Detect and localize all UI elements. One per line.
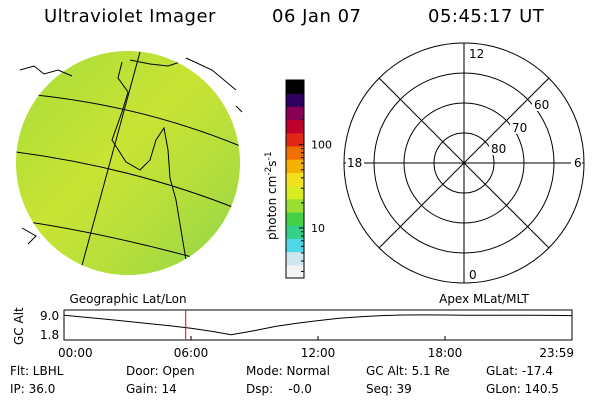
colorbar-tick-label: 10 xyxy=(311,222,325,235)
colorbar-segment xyxy=(286,185,304,200)
filter-readout: Flt: LBHL xyxy=(10,364,64,378)
time-readout: 05:45:17 UT xyxy=(428,6,545,27)
glat-readout: GLat: -17.4 xyxy=(486,364,553,378)
coastline-outer xyxy=(235,105,243,113)
colorbar-segment xyxy=(286,119,304,134)
mlt-label-0: 0 xyxy=(469,268,477,282)
colorbar-segment xyxy=(286,159,304,173)
y-axis-label: GC Alt xyxy=(12,307,26,345)
altitude-line xyxy=(63,314,573,336)
colorbar-unit-label: photon cm-2s-1 xyxy=(264,151,279,240)
colorbar-segment xyxy=(286,106,304,121)
colorbar-segment xyxy=(286,225,304,239)
colorbar-segment xyxy=(286,93,304,107)
longitude-line xyxy=(77,51,141,275)
mlt-label-12: 12 xyxy=(469,47,484,61)
coastline-outer xyxy=(19,65,73,77)
altitude-chart: GC Alt 9.0 1.8 00:00 06:00 12:00 18:00 23:59 xyxy=(12,307,574,360)
altitude-chart-frame xyxy=(63,309,573,341)
colorbar-segment xyxy=(286,238,304,253)
colorbar-segment xyxy=(286,132,304,147)
seq-readout: Seq: 39 xyxy=(366,382,412,396)
coastline xyxy=(111,61,187,275)
door-readout: Door: Open xyxy=(126,364,195,378)
x-tick-label: 00:00 xyxy=(58,346,93,360)
colorbar-segment xyxy=(286,80,304,94)
colorbar-frame xyxy=(285,79,305,279)
colorbar-tick-label: 100 xyxy=(311,139,332,152)
polar-plot xyxy=(343,42,585,284)
colorbar-segment xyxy=(286,264,304,279)
colorbar-segment xyxy=(286,172,304,187)
gain-readout: Gain: 14 xyxy=(126,382,177,396)
coastline xyxy=(129,59,181,67)
y-tick-label: 9.0 xyxy=(40,309,59,323)
gc-alt-readout: GC Alt: 5.1 Re xyxy=(366,364,450,378)
x-tick-label: 06:00 xyxy=(174,346,209,360)
colorbar-segment xyxy=(286,146,304,160)
coastline-outer xyxy=(185,57,237,91)
lat-label-70: 70 xyxy=(512,121,527,135)
glon-readout: GLon: 140.5 xyxy=(486,382,559,396)
colorbar-segment xyxy=(286,212,304,226)
mlt-label-18: 18 xyxy=(347,156,362,170)
x-tick-label: 18:00 xyxy=(428,346,463,360)
x-tick-label: 12:00 xyxy=(301,346,336,360)
latitude-line xyxy=(16,149,240,213)
dsp-readout: Dsp: -0.0 xyxy=(246,382,312,396)
globe-label: Geographic Lat/Lon xyxy=(69,292,186,306)
date-readout: 06 Jan 07 xyxy=(272,6,362,27)
polar-diagonal xyxy=(378,77,550,249)
colorbar: 100 10 xyxy=(285,79,332,279)
ip-readout: IP: 36.0 xyxy=(10,382,56,396)
lat-label-60: 60 xyxy=(534,98,549,112)
y-tick-label: 1.8 xyxy=(40,328,59,342)
mlt-label-6: 6 xyxy=(574,156,582,170)
mode-readout: Mode: Normal xyxy=(246,364,330,378)
coastline-outer xyxy=(21,227,37,245)
colorbar-segment xyxy=(286,198,304,213)
x-tick-label: 23:59 xyxy=(539,346,574,360)
page-title: Ultraviolet Imager xyxy=(44,6,216,27)
colorbar-segment xyxy=(286,251,304,266)
lat-label-80: 80 xyxy=(491,142,506,156)
polar-label: Apex MLat/MLT xyxy=(439,292,529,306)
globe-image xyxy=(16,51,243,275)
